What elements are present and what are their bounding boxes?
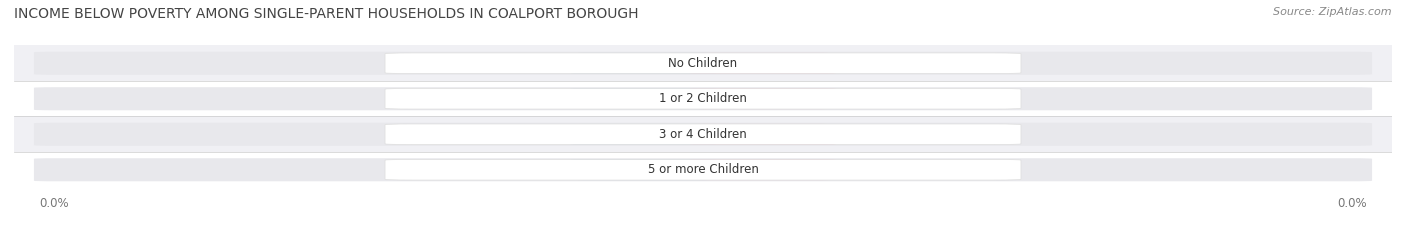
Text: 5 or more Children: 5 or more Children: [648, 163, 758, 176]
FancyBboxPatch shape: [690, 89, 835, 109]
Text: 0.0%: 0.0%: [748, 94, 778, 104]
Bar: [14, 152, 1392, 188]
FancyBboxPatch shape: [690, 159, 835, 180]
Text: 0.0%: 0.0%: [748, 129, 778, 139]
Text: INCOME BELOW POVERTY AMONG SINGLE-PARENT HOUSEHOLDS IN COALPORT BOROUGH: INCOME BELOW POVERTY AMONG SINGLE-PARENT…: [14, 7, 638, 21]
FancyBboxPatch shape: [34, 52, 1372, 75]
FancyBboxPatch shape: [571, 124, 716, 144]
Bar: [14, 81, 1392, 116]
FancyBboxPatch shape: [385, 53, 1021, 74]
Text: 0.0%: 0.0%: [628, 58, 658, 68]
FancyBboxPatch shape: [690, 53, 835, 74]
Text: 0.0%: 0.0%: [628, 94, 658, 104]
FancyBboxPatch shape: [385, 159, 1021, 180]
Bar: [14, 45, 1392, 81]
Bar: [14, 116, 1392, 152]
Text: 0.0%: 0.0%: [628, 129, 658, 139]
Text: 1 or 2 Children: 1 or 2 Children: [659, 92, 747, 105]
Text: 3 or 4 Children: 3 or 4 Children: [659, 128, 747, 141]
FancyBboxPatch shape: [34, 123, 1372, 146]
FancyBboxPatch shape: [571, 53, 716, 74]
Text: 0.0%: 0.0%: [628, 165, 658, 175]
Text: No Children: No Children: [668, 57, 738, 70]
FancyBboxPatch shape: [571, 89, 716, 109]
FancyBboxPatch shape: [690, 124, 835, 144]
FancyBboxPatch shape: [34, 158, 1372, 181]
Text: Source: ZipAtlas.com: Source: ZipAtlas.com: [1274, 7, 1392, 17]
FancyBboxPatch shape: [571, 159, 716, 180]
Text: 0.0%: 0.0%: [748, 58, 778, 68]
Text: 0.0%: 0.0%: [748, 165, 778, 175]
FancyBboxPatch shape: [34, 87, 1372, 110]
FancyBboxPatch shape: [385, 124, 1021, 144]
FancyBboxPatch shape: [385, 89, 1021, 109]
